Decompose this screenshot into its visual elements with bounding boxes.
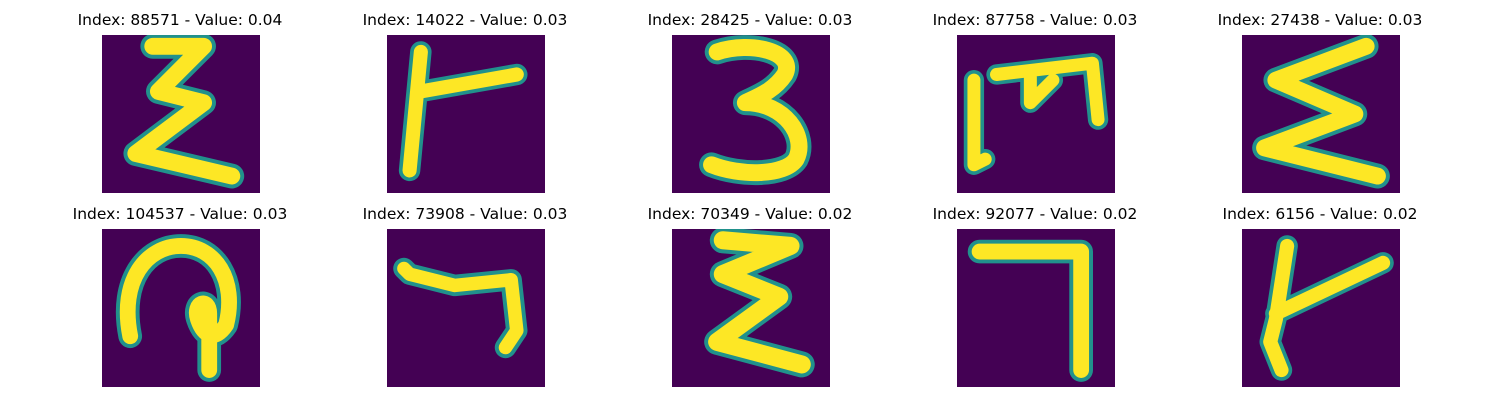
digit-image [957,229,1115,387]
panel-title: Index: 6156 - Value: 0.02 [1222,205,1418,223]
digit-image [1242,229,1400,387]
glyph-drawing [398,41,528,182]
panel-title: Index: 14022 - Value: 0.03 [362,11,568,29]
panel-title: Index: 28425 - Value: 0.03 [647,11,853,29]
digit-image [102,35,260,193]
panel-title: Index: 104537 - Value: 0.03 [72,205,288,223]
figure-panel-6: Index: 104537 - Value: 0.03 [38,202,322,392]
glyph-drawing [963,53,1109,175]
panel-title: Index: 27438 - Value: 0.03 [1217,11,1423,29]
digit-image [1242,35,1400,193]
glyph-drawing [1252,35,1390,189]
digit-image [672,229,830,387]
digit-image [672,35,830,193]
figure-panel-7: Index: 73908 - Value: 0.03 [323,202,607,392]
glyph-drawing [123,35,245,189]
glyph-drawing [1259,235,1394,381]
figure-panel-8: Index: 70349 - Value: 0.02 [608,202,892,392]
figure-panel-1: Index: 88571 - Value: 0.04 [38,8,322,198]
panel-title: Index: 92077 - Value: 0.02 [932,205,1138,223]
glyph-drawing [115,234,241,382]
digit-image [957,35,1115,193]
glyph-drawing [393,257,528,359]
glyph-drawing [699,35,812,185]
digit-image [102,229,260,387]
glyph-drawing [967,239,1093,382]
figure-panel-4: Index: 87758 - Value: 0.03 [893,8,1177,198]
digit-image [387,229,545,387]
panel-title: Index: 87758 - Value: 0.03 [932,11,1138,29]
glyph-drawing [704,229,815,378]
figure-panel-5: Index: 27438 - Value: 0.03 [1178,8,1462,198]
panel-title: Index: 88571 - Value: 0.04 [77,11,283,29]
figure-panel-9: Index: 92077 - Value: 0.02 [893,202,1177,392]
digit-image [387,35,545,193]
figure-panel-10: Index: 6156 - Value: 0.02 [1178,202,1462,392]
figure-panel-2: Index: 14022 - Value: 0.03 [323,8,607,198]
figure-panel-3: Index: 28425 - Value: 0.03 [608,8,892,198]
panel-title: Index: 73908 - Value: 0.03 [362,205,568,223]
panel-title: Index: 70349 - Value: 0.02 [647,205,853,223]
